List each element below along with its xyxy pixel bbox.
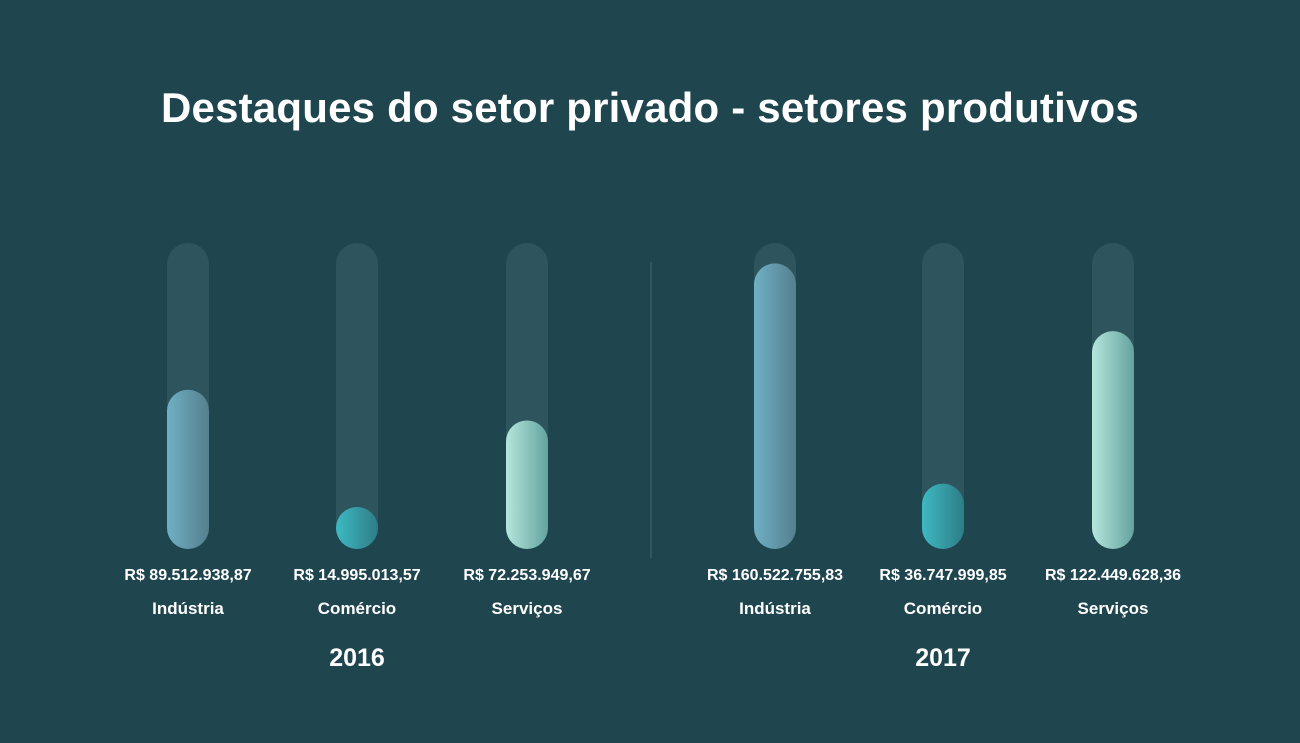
bar-2016-servicos (506, 420, 548, 549)
category-label-2017-industria: Indústria (739, 599, 811, 618)
value-label-2016-servicos: R$ 72.253.949,67 (463, 567, 591, 584)
bar-2016-comercio (336, 507, 378, 549)
value-label-2016-comercio: R$ 14.995.013,57 (293, 567, 421, 584)
category-label-2016-industria: Indústria (152, 599, 224, 618)
bar-2016-industria (167, 389, 209, 549)
group-divider (650, 262, 652, 558)
bar-2017-industria (754, 263, 796, 549)
bar-2017-comercio (922, 483, 964, 549)
year-label-2017: 2017 (915, 644, 971, 672)
category-label-2016-servicos: Serviços (491, 599, 563, 618)
chart-title: Destaques do setor privado - setores pro… (161, 84, 1139, 131)
year-label-2016: 2016 (329, 644, 385, 672)
value-label-2017-industria: R$ 160.522.755,83 (706, 567, 844, 584)
value-label-2017-comercio: R$ 36.747.999,85 (879, 567, 1007, 584)
category-label-2017-servicos: Serviços (1077, 599, 1149, 618)
value-label-2017-servicos: R$ 122.449.628,36 (1044, 567, 1182, 584)
bar-2017-servicos (1092, 331, 1134, 549)
bar-track-2016-comercio (336, 243, 378, 549)
category-label-2017-comercio: Comércio (903, 599, 983, 618)
category-label-2016-comercio: Comércio (317, 599, 397, 618)
bar-track-2017-comercio (922, 243, 964, 549)
value-label-2016-industria: R$ 89.512.938,87 (124, 567, 252, 584)
